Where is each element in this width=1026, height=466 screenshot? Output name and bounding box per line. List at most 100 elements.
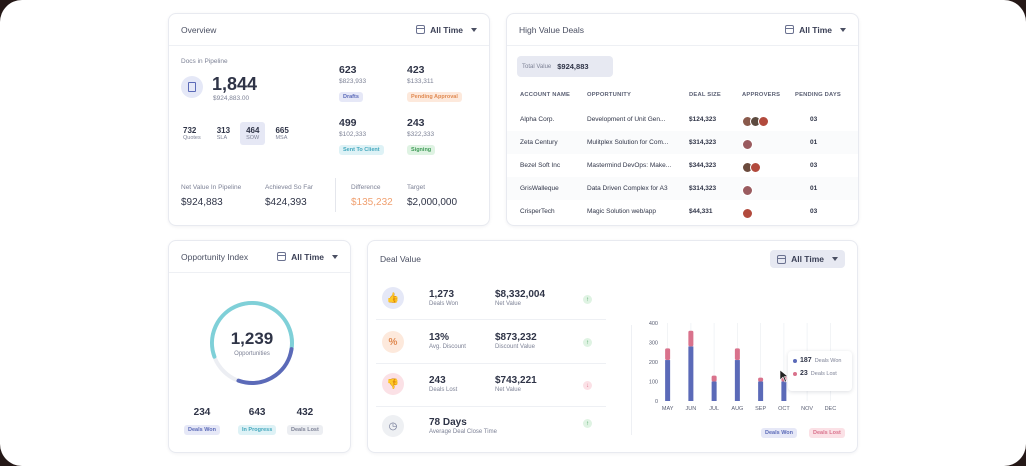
x-tick-label: MAY xyxy=(662,406,674,412)
x-tick-label: NOV xyxy=(801,406,813,412)
overview-time-filter[interactable]: All Time xyxy=(416,25,477,35)
y-tick-label: 0 xyxy=(655,399,658,405)
bar-deals-won-jul xyxy=(711,381,717,401)
x-tick-label: SEP xyxy=(755,406,766,412)
table-row[interactable]: GrisWalleque Data Driven Complex for A3 … xyxy=(507,177,858,200)
opportunity-count: 1,239 xyxy=(230,329,274,348)
divider xyxy=(376,319,606,320)
legend-dot xyxy=(793,358,797,363)
chevron-down-icon xyxy=(840,27,846,32)
total-value-chip: Total Value $924,883 xyxy=(517,56,613,77)
avatar xyxy=(750,162,761,173)
stat-in-progress[interactable]: 643 In Progress xyxy=(238,407,277,436)
summary-difference: Difference $135,232 xyxy=(351,184,393,208)
pipeline-count: 1,844 xyxy=(212,74,258,94)
stat-deals-lost[interactable]: 432 Deals Lost xyxy=(287,407,323,436)
col-pending-days[interactable]: PENDING DAYS xyxy=(795,92,841,98)
doc-type-sow[interactable]: 464 SOW xyxy=(240,122,266,145)
calendar-icon xyxy=(777,254,787,264)
bar-deals-lost-may xyxy=(665,348,671,361)
avatar xyxy=(742,185,753,196)
summary-target: Target $2,000,000 xyxy=(407,184,458,208)
trend-up-icon: ↑ xyxy=(583,338,592,347)
approver-avatars xyxy=(742,206,753,224)
calendar-icon xyxy=(416,25,426,34)
table-row[interactable]: Bezel Soft Inc Mastermind DevOps: Make..… xyxy=(507,154,858,177)
legend-deals-won[interactable]: Deals Won xyxy=(761,428,798,438)
x-tick-label: JUN xyxy=(686,406,697,412)
approver-avatars xyxy=(742,183,753,201)
x-tick-label: AUG xyxy=(731,406,743,412)
metric-discount: % xyxy=(382,331,404,353)
x-tick-label: DEC xyxy=(825,406,837,412)
trend-down-icon: ↓ xyxy=(583,381,592,390)
chevron-down-icon xyxy=(471,27,477,32)
summary-divider xyxy=(335,178,336,212)
summary-achieved: Achieved So Far $424,393 xyxy=(265,184,314,208)
divider xyxy=(376,406,606,407)
divider xyxy=(376,363,606,364)
chevron-down-icon xyxy=(332,254,338,259)
opportunity-ring xyxy=(210,301,294,385)
avatar xyxy=(742,139,753,150)
pipeline-label: Docs in Pipeline xyxy=(181,58,228,65)
col-deal-size[interactable]: DEAL SIZE xyxy=(689,92,721,98)
metric-deals-lost-count: 243 Deals Lost xyxy=(429,375,458,393)
deal-value-time-filter[interactable]: All Time xyxy=(770,250,845,268)
doc-type-tabs: 732 Quotes 313 SLA 464 SOW 665 MSA xyxy=(177,122,295,145)
clock-icon: ◷ xyxy=(382,415,404,437)
avatar xyxy=(742,208,753,219)
ring-progress-teal xyxy=(210,301,294,385)
doc-type-msa[interactable]: 665 MSA xyxy=(275,126,289,141)
metric-close-time-count: 78 Days Average Deal Close Time xyxy=(429,417,497,435)
opportunity-time-filter[interactable]: All Time xyxy=(277,252,338,262)
y-tick-label: 100 xyxy=(649,380,658,386)
metric-discount-count: 13% Avg. Discount xyxy=(429,332,466,350)
percent-icon: % xyxy=(382,331,404,353)
pipeline-value: $924,883.00 xyxy=(213,95,250,102)
thumbs-up-icon: 👍 xyxy=(382,287,404,309)
trend-up-icon: ↑ xyxy=(583,419,592,428)
table-row[interactable]: CrisperTech Magic Solution web/app $44,3… xyxy=(507,200,858,223)
opportunity-label: Opportunities xyxy=(234,351,270,357)
stat-signing[interactable]: 243 $322,333 Signing xyxy=(407,117,436,155)
doc-type-sla[interactable]: 313 SLA xyxy=(216,126,231,141)
bar-deals-won-aug xyxy=(734,360,740,401)
col-opportunity[interactable]: OPPORTUNITY xyxy=(587,92,632,98)
bar-deals-won-oct xyxy=(781,381,787,401)
approver-avatars xyxy=(742,114,769,132)
approver-avatars xyxy=(742,137,753,155)
chart-divider xyxy=(631,325,632,435)
high-value-time-filter[interactable]: All Time xyxy=(785,25,846,35)
stat-pending-approval[interactable]: 423 $133,311 Pending Approval xyxy=(407,64,462,103)
high-value-title: High Value Deals xyxy=(519,24,585,35)
bar-deals-lost-jul xyxy=(711,375,717,382)
col-approvers[interactable]: APPROVERS xyxy=(742,92,781,98)
doc-type-quotes[interactable]: 732 Quotes xyxy=(183,126,201,141)
thumbs-down-icon: 👎 xyxy=(382,373,404,395)
metric-deals-won: 👍 xyxy=(382,287,404,309)
legend-dot xyxy=(793,371,797,376)
metric-deals-lost-value: $743,221 Net Value xyxy=(495,375,537,393)
y-tick-label: 200 xyxy=(649,360,658,366)
approver-avatars xyxy=(742,160,761,178)
metric-deals-won-count: 1,273 Deals Won xyxy=(429,289,459,307)
table-row[interactable]: Zeta Century Mulitplex Solution for Com.… xyxy=(507,131,858,154)
stat-sent-to-client[interactable]: 499 $102,333 Sent To Client xyxy=(339,117,384,156)
document-icon xyxy=(181,76,203,98)
avatar xyxy=(758,116,769,127)
overview-title: Overview xyxy=(181,24,217,35)
x-tick-label: OCT xyxy=(778,406,790,412)
stat-drafts[interactable]: 623 $823,933 Drafts xyxy=(339,64,367,102)
chevron-down-icon xyxy=(832,257,838,261)
stat-deals-won[interactable]: 234 Deals Won xyxy=(184,407,221,436)
calendar-icon xyxy=(785,25,795,34)
chart-tooltip: 187 Deals Won 23 Deals Lost xyxy=(788,351,852,391)
bar-deals-lost-aug xyxy=(734,348,740,361)
legend-deals-lost[interactable]: Deals Lost xyxy=(809,428,845,438)
summary-net-value: Net Value In Pipeline $924,883 xyxy=(181,184,242,208)
y-tick-label: 400 xyxy=(649,321,658,327)
table-row[interactable]: Alpha Corp. Development of Unit Gen... $… xyxy=(507,108,858,131)
bar-deals-won-jun xyxy=(688,346,694,401)
col-account[interactable]: ACCOUNT NAME xyxy=(520,92,571,98)
